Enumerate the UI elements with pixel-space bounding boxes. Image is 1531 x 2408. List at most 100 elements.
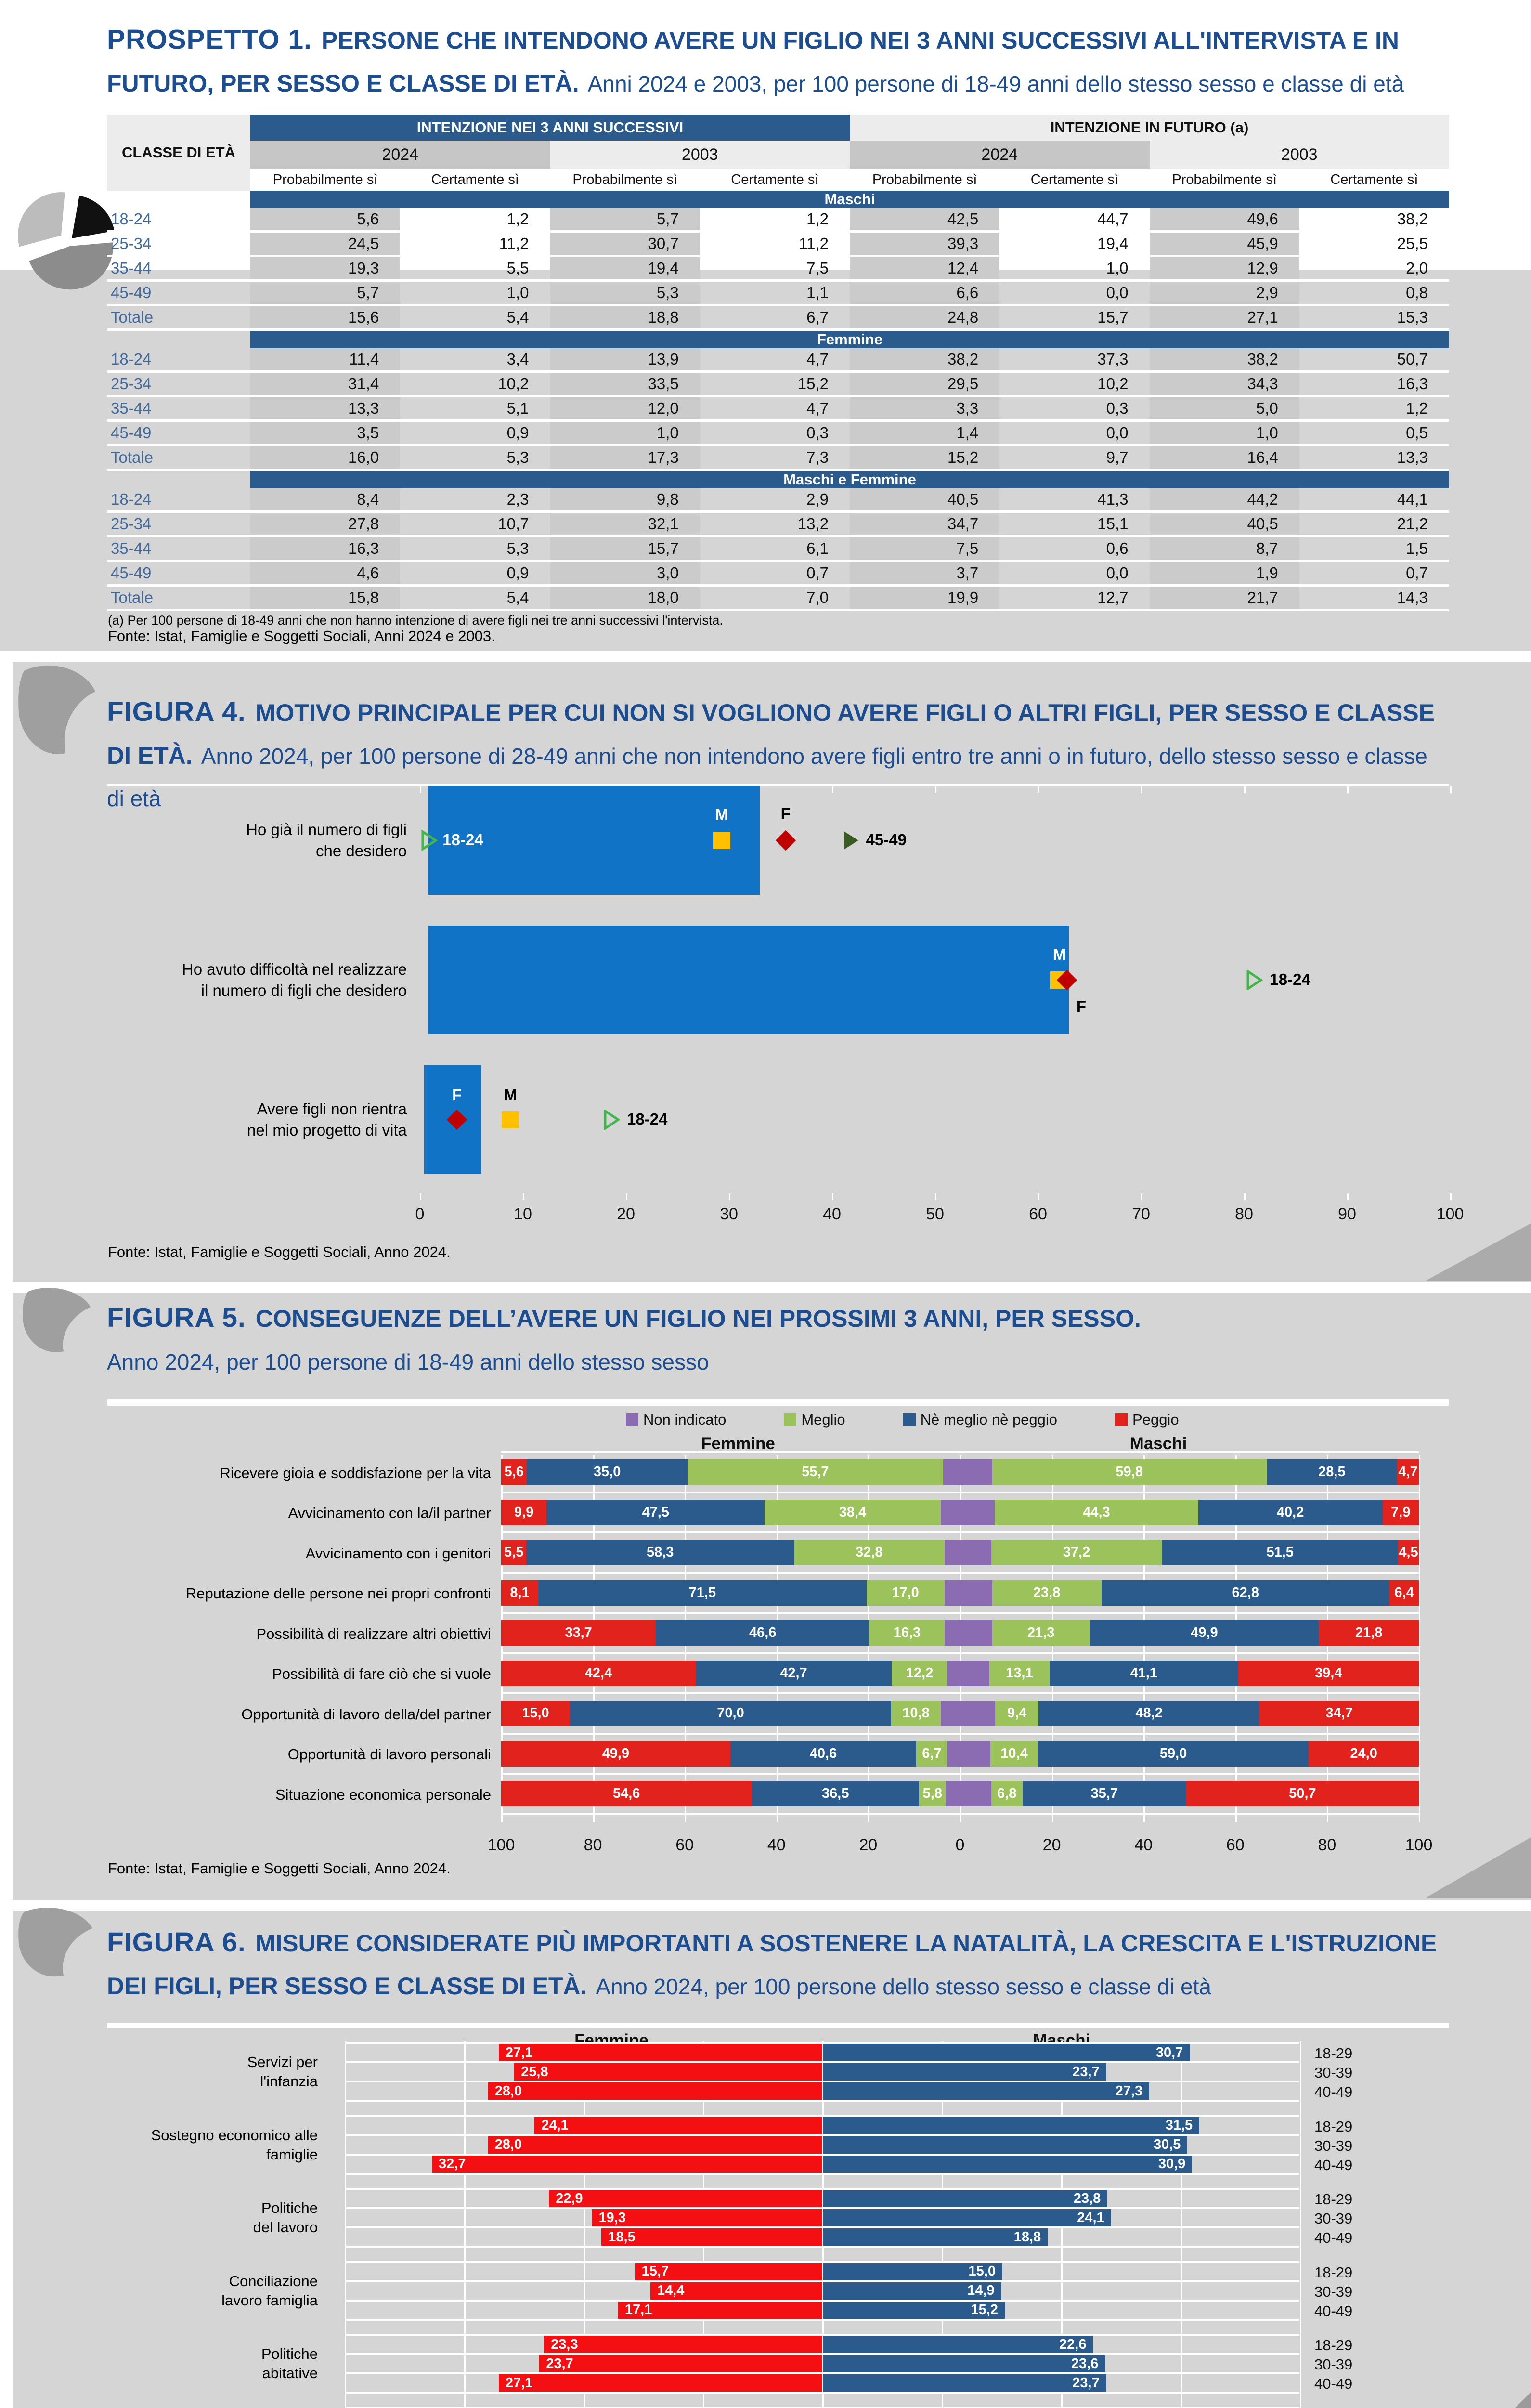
legend-label: Meglio [801, 1411, 845, 1428]
table-cell: 0,3 [1106, 399, 1129, 417]
row-separator [345, 2226, 1299, 2228]
table-cell: 6,6 [850, 282, 1000, 304]
prospetto-1-section: PROSPETTO 1. PERSONE CHE INTENDONO AVERE … [0, 0, 1531, 651]
range-bar [428, 926, 1069, 1034]
table-cell: 21,7 [1149, 587, 1299, 609]
table-cell: 15,2 [850, 446, 1000, 469]
table-cell: 12,0 [550, 397, 700, 419]
marker-label: F [780, 805, 791, 823]
axis-tick-label: 20 [617, 1205, 635, 1223]
table-cell: 5,3 [550, 282, 700, 304]
bar-maschi: 23,6 [823, 2355, 1105, 2372]
category-label: Politiche abitative [107, 2344, 318, 2383]
axis-tick [1347, 1193, 1349, 1200]
bar-segment-maschi-meglio: 6,8 [991, 1781, 1023, 1806]
row-separator [501, 1451, 1419, 1453]
category-label: Politiche del lavoro [107, 2199, 318, 2237]
bar-segment-femmine-non [943, 1459, 960, 1485]
bar-segment-femmine-non [946, 1781, 960, 1806]
bar-segment-maschi-peggio: 39,4 [1238, 1660, 1419, 1686]
figura4-subtitle: Anno 2024, per 100 persone di 28-49 anni… [107, 744, 1427, 811]
table-cell: 7,5 [850, 537, 1000, 560]
figura6-title: FIGURA 6. MISURE CONSIDERATE PIÙ IMPORTAN… [107, 1924, 1455, 2011]
table-row-label: Totale [111, 308, 154, 326]
bar-value-label: 31,5 [1165, 2118, 1193, 2133]
category-label-line: Avere figli non rientra [257, 1100, 407, 1118]
bar-segment-maschi-meglio: 10,4 [990, 1741, 1038, 1767]
table-cell: 7,3 [806, 448, 829, 466]
legend-swatch [626, 1413, 638, 1426]
table-cell: 8,7 [1149, 537, 1299, 560]
table-row-separator [107, 510, 1449, 513]
bar-segment-femmine-ne: 58,3 [526, 1540, 794, 1565]
bar-segment-maschi-ne: 41,1 [1049, 1660, 1238, 1686]
segment-value-label: 5,8 [922, 1786, 942, 1801]
bar-value-label: 18,8 [1013, 2229, 1041, 2245]
axis-tick [1244, 1193, 1246, 1200]
axis-tick-label: 60 [675, 1836, 694, 1854]
bar-segment-maschi-ne: 40,2 [1198, 1499, 1383, 1525]
segment-value-label: 49,9 [1191, 1625, 1218, 1640]
row-separator [501, 1732, 1419, 1735]
bar-segment-maschi-non [960, 1620, 992, 1646]
marker-label: M [1052, 945, 1066, 963]
bar-segment-maschi-meglio: 23,8 [992, 1580, 1102, 1606]
legend-item: Meglio [784, 1411, 845, 1428]
table-cell: 2,0 [1406, 259, 1428, 277]
category-label: Avvicinamento con la/il partner [288, 1505, 491, 1521]
figura5-header-femmine: Femmine [701, 1434, 775, 1453]
left-margin-strip [0, 651, 13, 2408]
axis-tick-label: 50 [926, 1205, 944, 1223]
segment-value-label: 39,4 [1315, 1665, 1342, 1681]
bar-femmine: 24,1 [534, 2117, 822, 2134]
bar-segment-maschi-peggio: 4,7 [1397, 1459, 1419, 1485]
segment-value-label: 24,0 [1350, 1745, 1377, 1761]
bar-value-label: 23,8 [1073, 2190, 1101, 2206]
row-separator [501, 1813, 1419, 1815]
table-row-separator [107, 584, 1449, 587]
table-row-label: 18-24 [111, 350, 152, 368]
category-label-line: Sostegno economico alle [151, 2126, 318, 2144]
bar-segment-maschi-ne: 28,5 [1266, 1459, 1398, 1485]
bar-segment-femmine-ne: 36,5 [752, 1781, 920, 1806]
axis-tick [420, 1193, 421, 1200]
axis-tick [729, 1193, 730, 1200]
axis-tick-label: 80 [1318, 1836, 1336, 1854]
bar-value-label: 27,3 [1115, 2083, 1143, 2099]
age-label: 30-39 [1314, 2356, 1353, 2373]
bar-maschi: 23,7 [823, 2063, 1106, 2081]
segment-value-label: 12,2 [906, 1665, 934, 1681]
bar-segment-maschi-peggio: 21,8 [1319, 1620, 1419, 1646]
bar-segment-maschi-peggio: 34,7 [1259, 1701, 1419, 1726]
table-cell: 13,2 [797, 515, 829, 533]
row-separator [345, 2188, 1299, 2190]
bar-maschi: 22,6 [823, 2336, 1093, 2353]
marker-label: 18-24 [442, 831, 483, 849]
bar-segment-maschi-meglio: 37,2 [991, 1540, 1162, 1565]
segment-value-label: 6,7 [922, 1745, 942, 1761]
table-cell: 16,4 [1149, 446, 1299, 469]
table-row-label: 18-24 [111, 490, 152, 508]
bar-segment-femmine-peggio: 54,6 [501, 1781, 752, 1806]
table-cell: 12,7 [1097, 589, 1129, 606]
bar-value-label: 15,0 [968, 2264, 996, 2279]
age-label: 30-39 [1314, 2137, 1353, 2154]
bar-femmine: 22,9 [549, 2190, 822, 2207]
table-cell: 34,7 [850, 513, 1000, 535]
bar-value-label: 22,6 [1059, 2336, 1087, 2352]
category-label-line: Politiche [261, 2199, 318, 2216]
table-row-separator [107, 535, 1449, 537]
bar-segment-femmine-peggio: 5,6 [501, 1459, 527, 1485]
bar-segment-maschi-ne: 51,5 [1162, 1540, 1399, 1565]
table-cell: 0,9 [506, 564, 529, 582]
bar-femmine: 17,1 [618, 2301, 822, 2319]
row-separator [501, 1692, 1419, 1694]
segment-value-label: 54,6 [612, 1786, 640, 1801]
marker-label: 18-24 [627, 1110, 668, 1128]
bar-femmine: 19,3 [592, 2209, 822, 2226]
bar-value-label: 28,0 [494, 2137, 522, 2152]
marker-label: M [715, 806, 728, 824]
table-cell: 45,9 [1149, 233, 1299, 255]
row-separator [345, 2334, 1299, 2336]
